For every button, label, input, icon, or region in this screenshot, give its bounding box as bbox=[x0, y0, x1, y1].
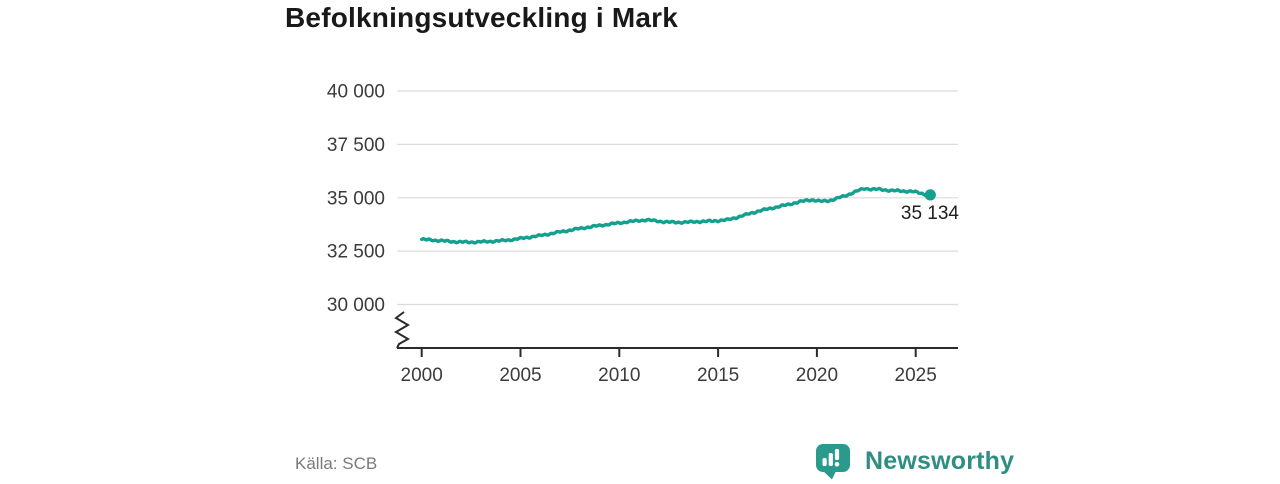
newsworthy-logo-text: Newsworthy bbox=[865, 446, 1015, 475]
newsworthy-logo: Newsworthy bbox=[810, 438, 1014, 484]
x-axis bbox=[397, 347, 958, 357]
series-end-value-label: 35 134 bbox=[901, 203, 960, 224]
x-tick-label-2010: 2010 bbox=[598, 365, 640, 386]
axis-break-icon bbox=[394, 311, 411, 349]
x-tick-label-2025: 2025 bbox=[895, 365, 937, 386]
x-tick-label-2015: 2015 bbox=[697, 365, 739, 386]
y-tick-label-40000: 40 000 bbox=[327, 82, 385, 103]
population-series-line bbox=[420, 186, 932, 245]
source-caption: Källa: SCB bbox=[295, 454, 378, 473]
page-title: Befolkningsutveckling i Mark bbox=[285, 2, 679, 33]
x-tick-label-2000: 2000 bbox=[401, 365, 443, 386]
x-tick-label-2005: 2005 bbox=[499, 365, 541, 386]
series-end-dot bbox=[924, 189, 936, 201]
y-tick-label-30000: 30 000 bbox=[327, 295, 385, 316]
bar-chart-speech-bubble-icon bbox=[816, 444, 850, 480]
y-tick-label-35000: 35 000 bbox=[327, 188, 385, 209]
x-tick-label-2020: 2020 bbox=[796, 365, 838, 386]
gridlines bbox=[397, 90, 958, 306]
y-tick-label-32500: 32 500 bbox=[327, 242, 385, 263]
y-tick-label-37500: 37 500 bbox=[327, 135, 385, 156]
